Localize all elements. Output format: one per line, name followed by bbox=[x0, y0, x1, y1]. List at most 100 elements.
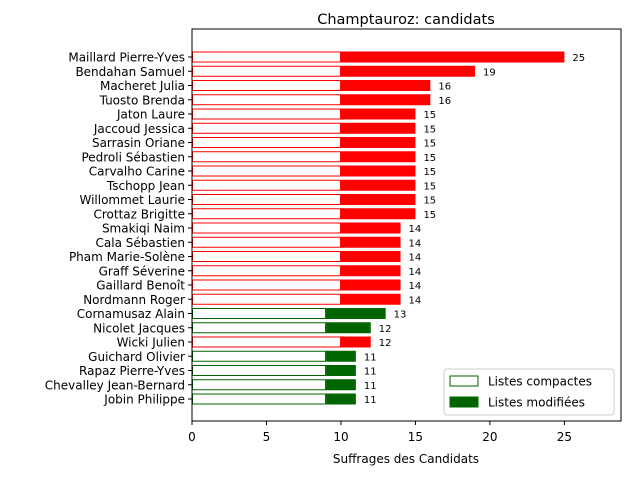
bar-modified bbox=[340, 137, 416, 148]
value-labels: 2519161615151515151515151414141414141312… bbox=[364, 53, 585, 406]
bar-modified bbox=[340, 151, 416, 163]
bar-modified bbox=[340, 222, 401, 234]
value-label: 19 bbox=[483, 67, 496, 78]
legend-label-modified: Listes modifiées bbox=[488, 396, 585, 410]
bar-compact bbox=[192, 137, 341, 148]
y-tick-label: Maillard Pierre-Yves bbox=[68, 51, 185, 65]
bar-compact bbox=[192, 308, 327, 319]
x-tick-label: 15 bbox=[408, 430, 423, 444]
bars-group bbox=[192, 51, 565, 405]
bar-modified bbox=[326, 308, 386, 319]
value-label: 16 bbox=[438, 82, 451, 93]
bar-compact bbox=[192, 350, 327, 362]
value-label: 15 bbox=[423, 181, 436, 192]
x-tick-label: 25 bbox=[557, 430, 572, 444]
y-tick-label: Jobin Philippe bbox=[103, 393, 185, 407]
x-axis-label: Suffrages des Candidats bbox=[333, 452, 479, 466]
bar-modified bbox=[340, 108, 416, 120]
bar-compact bbox=[192, 251, 341, 262]
y-tick-label: Guichard Olivier bbox=[88, 350, 185, 364]
bar-compact bbox=[192, 80, 341, 91]
chart-title: Champtauroz: candidats bbox=[317, 12, 495, 28]
bar-compact bbox=[192, 379, 327, 391]
bar-compact bbox=[192, 108, 341, 120]
x-tick-label: 5 bbox=[263, 430, 271, 444]
y-tick-label: Tuosto Brenda bbox=[99, 93, 185, 107]
value-label: 14 bbox=[409, 267, 422, 278]
value-label: 11 bbox=[364, 381, 377, 392]
legend-label-compact: Listes compactes bbox=[488, 375, 592, 389]
bar-modified bbox=[340, 179, 416, 191]
y-tick-label: Wicki Julien bbox=[117, 336, 185, 350]
y-tick-label: Smakiqi Naim bbox=[102, 222, 185, 236]
bar-modified bbox=[340, 51, 565, 63]
bar-compact bbox=[192, 322, 327, 334]
bar-modified bbox=[340, 208, 416, 220]
x-ticks: 0 5 10 15 20 25 bbox=[188, 421, 572, 444]
y-tick-label: Chevalley Jean-Bernard bbox=[45, 378, 185, 392]
bar-modified bbox=[340, 279, 401, 291]
y-tick-label: Pedroli Sébastien bbox=[81, 150, 185, 164]
value-label: 11 bbox=[364, 352, 377, 363]
x-tick-label: 20 bbox=[482, 430, 497, 444]
bar-compact bbox=[192, 265, 341, 277]
y-tick-label: Willommet Laurie bbox=[79, 193, 185, 207]
y-tick-label: Macheret Julia bbox=[100, 79, 185, 93]
bar-modified bbox=[340, 122, 416, 134]
y-tick-label: Jaton Laure bbox=[116, 108, 185, 122]
y-tick-label: Pham Marie-Solène bbox=[69, 250, 185, 264]
y-tick-label: Sarrasin Oriane bbox=[92, 136, 185, 150]
value-label: 15 bbox=[423, 196, 436, 207]
bar-modified bbox=[340, 251, 401, 262]
y-tick-label: Cornamusaz Alain bbox=[77, 307, 185, 321]
bar-compact bbox=[192, 179, 341, 191]
legend-frame bbox=[443, 368, 615, 416]
bar-compact bbox=[192, 151, 341, 163]
bar-modified bbox=[326, 393, 356, 405]
y-tick-label: Bendahan Samuel bbox=[75, 65, 185, 79]
value-label: 14 bbox=[409, 253, 422, 264]
bar-compact bbox=[192, 393, 327, 405]
value-label: 16 bbox=[438, 96, 451, 107]
value-label: 25 bbox=[572, 53, 585, 64]
value-label: 15 bbox=[423, 153, 436, 164]
bar-compact bbox=[192, 122, 341, 134]
bar-modified bbox=[340, 236, 401, 248]
bar-modified bbox=[326, 322, 371, 334]
bar-compact bbox=[192, 51, 341, 63]
value-label: 15 bbox=[423, 167, 436, 178]
bar-compact bbox=[192, 279, 341, 291]
value-label: 11 bbox=[364, 395, 377, 406]
y-tick-label: Carvalho Carine bbox=[89, 165, 185, 179]
y-tick-label: Crottaz Brigitte bbox=[93, 207, 185, 221]
bar-modified bbox=[326, 350, 356, 362]
bar-compact bbox=[192, 236, 341, 248]
bar-modified bbox=[326, 379, 356, 391]
value-label: 12 bbox=[379, 324, 392, 335]
y-tick-label: Gaillard Benoît bbox=[96, 279, 185, 293]
y-tick-label: Rapaz Pierre-Yves bbox=[79, 364, 185, 378]
x-tick-label: 10 bbox=[333, 430, 348, 444]
legend: Listes compactes Listes modifiées bbox=[443, 368, 615, 416]
plot-frame bbox=[191, 28, 622, 422]
value-label: 12 bbox=[379, 338, 392, 349]
y-tick-label: Jaccoud Jessica bbox=[93, 122, 185, 136]
value-label: 11 bbox=[364, 367, 377, 378]
bar-compact bbox=[192, 293, 341, 305]
bar-modified bbox=[340, 336, 371, 348]
bar-compact bbox=[192, 165, 341, 177]
y-tick-label: Graff Séverine bbox=[99, 264, 185, 278]
value-label: 15 bbox=[423, 110, 436, 121]
value-label: 13 bbox=[394, 310, 407, 321]
x-tick-label: 0 bbox=[188, 430, 196, 444]
bar-compact bbox=[192, 94, 341, 106]
bar-compact bbox=[192, 365, 327, 376]
bar-modified bbox=[340, 194, 416, 205]
value-label: 15 bbox=[423, 210, 436, 221]
bar-modified bbox=[340, 80, 431, 91]
value-label: 14 bbox=[409, 295, 422, 306]
bar-compact bbox=[192, 336, 341, 348]
y-tick-label: Tschopp Jean bbox=[106, 179, 185, 193]
